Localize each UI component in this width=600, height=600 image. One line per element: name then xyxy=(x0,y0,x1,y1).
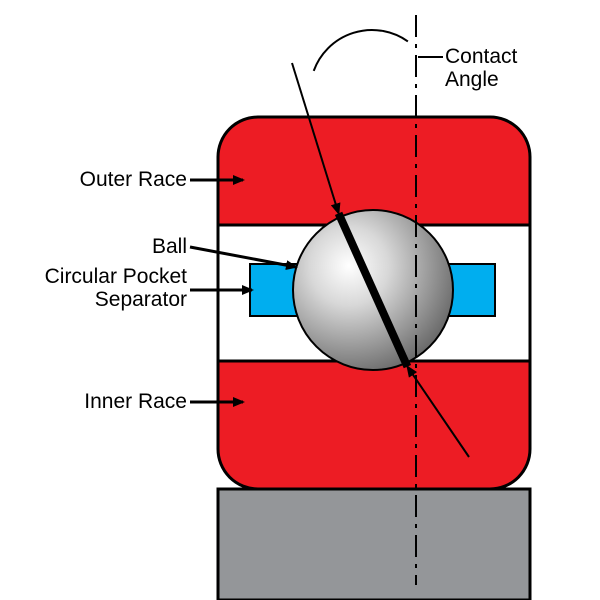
label-outer-race: Outer Race xyxy=(80,168,187,191)
label-contact-angle-l1: Contact xyxy=(445,45,517,68)
label-ball: Ball xyxy=(152,235,187,258)
label-inner-race: Inner Race xyxy=(84,390,187,413)
label-contact-angle-l2: Angle xyxy=(445,68,499,91)
label-separator: Circular Pocket Separator xyxy=(45,265,187,311)
label-separator-l2: Separator xyxy=(95,288,187,311)
label-contact-angle: Contact Angle xyxy=(445,45,517,91)
label-separator-l1: Circular Pocket xyxy=(45,265,187,288)
